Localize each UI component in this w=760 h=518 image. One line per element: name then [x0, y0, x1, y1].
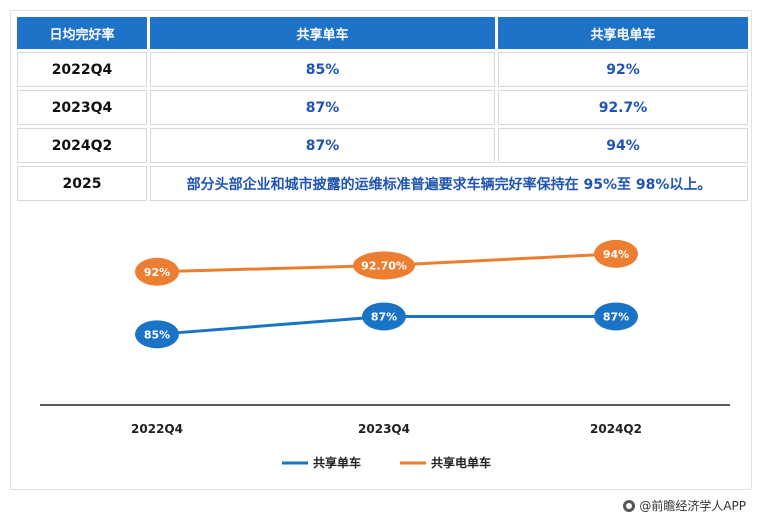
header-cell-ebike: 共享电单车 — [498, 17, 748, 49]
data-label: 92% — [144, 266, 170, 279]
table-row: 2022Q4 85% 92% — [17, 52, 748, 87]
x-tick-label: 2023Q4 — [358, 422, 410, 436]
table-note-row: 2025 部分头部企业和城市披露的运维标准普遍要求车辆完好率保持在 95%至 9… — [17, 166, 748, 201]
bike-value-cell: 87% — [150, 128, 495, 163]
row-label: 2022Q4 — [17, 52, 147, 87]
source-text: @前瞻经济学人APP — [639, 499, 746, 513]
qianzhan-logo-icon — [623, 499, 636, 512]
data-label: 87% — [603, 310, 629, 323]
table-row: 2024Q2 87% 94% — [17, 128, 748, 163]
legend-label: 共享电单车 — [431, 455, 491, 470]
data-point-marker — [594, 302, 638, 331]
data-point-marker — [353, 251, 415, 280]
line-chart: 85% 87% 87% 92% 92.70% 94% 2022Q4 2023Q4 2024Q2 共… — [40, 239, 730, 470]
legend-label: 共享单车 — [313, 455, 361, 470]
table-header-row: 日均完好率 共享单车 共享电单车 — [17, 17, 748, 49]
row-label: 2025 — [17, 166, 147, 201]
ebike-value-cell: 92% — [498, 52, 748, 87]
data-label: 92.70% — [361, 259, 407, 272]
note-cell: 部分头部企业和城市披露的运维标准普遍要求车辆完好率保持在 95%至 98%以上。 — [150, 166, 748, 201]
x-tick-label: 2024Q2 — [590, 422, 642, 436]
bike-value-cell: 85% — [150, 52, 495, 87]
data-point-marker — [135, 320, 179, 349]
x-tick-label: 2022Q4 — [131, 422, 183, 436]
row-label: 2023Q4 — [17, 90, 147, 125]
bike-value-cell: 87% — [150, 90, 495, 125]
data-point-marker — [362, 302, 406, 331]
data-label: 87% — [371, 310, 397, 323]
source-credit: @前瞻经济学人APP — [623, 497, 746, 514]
data-point-marker — [594, 239, 638, 268]
data-point-marker — [135, 257, 179, 286]
header-cell-bike: 共享单车 — [150, 17, 495, 49]
data-table: 日均完好率 共享单车 共享电单车 2022Q4 85% 92% 2023Q4 8… — [14, 14, 751, 204]
row-label: 2024Q2 — [17, 128, 147, 163]
ebike-value-cell: 92.7% — [498, 90, 748, 125]
data-label: 94% — [603, 248, 629, 261]
data-label: 85% — [144, 328, 170, 341]
table-row: 2023Q4 87% 92.7% — [17, 90, 748, 125]
header-cell-metric: 日均完好率 — [17, 17, 147, 49]
ebike-value-cell: 94% — [498, 128, 748, 163]
